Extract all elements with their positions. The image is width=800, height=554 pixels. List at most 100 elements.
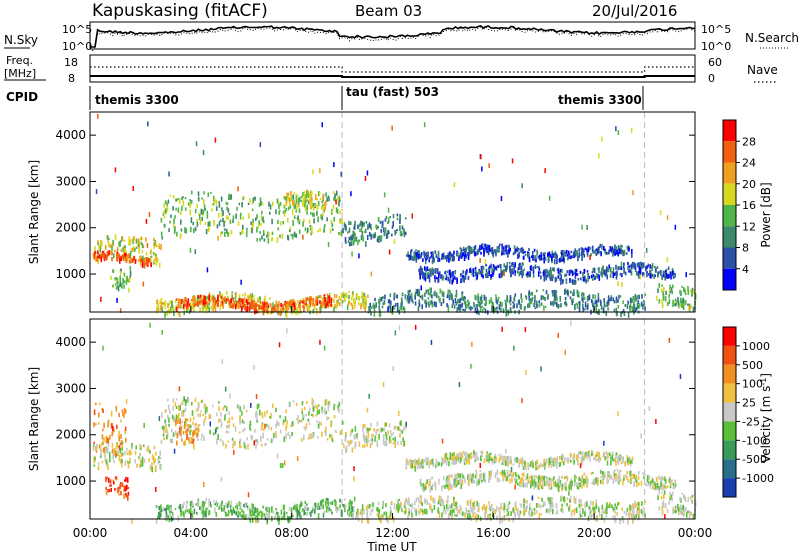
power-cell [425,302,427,308]
power-cell [622,300,624,304]
velocity-cell [186,424,189,427]
power-cell [283,205,286,209]
velocity-cell [623,477,625,481]
power-cell [112,269,114,273]
power-cell [623,267,625,274]
velocity-cell [260,424,263,431]
velocity-cell [176,432,179,439]
velocity-cell [113,448,115,454]
power-cell [263,306,265,312]
velocity-cell [546,483,549,487]
power-cell [445,274,448,280]
power-cell [291,304,294,311]
power-cell [434,290,436,297]
power-cell [401,233,403,237]
velocity-cell [329,434,331,438]
velocity-cell [157,516,159,520]
power-cell [353,303,356,306]
velocity-cell [553,484,555,487]
power-cell [377,217,380,222]
velocity-cell [254,517,256,520]
velocity-cell [265,509,268,516]
power-cell [95,256,97,262]
power-cell [684,288,686,293]
colorbar-tick-label: 8 [742,242,749,255]
velocity-cell [507,473,510,478]
power-cell [173,218,175,224]
power-cell [506,295,508,301]
velocity-cell [446,460,448,466]
power-cell [183,311,185,316]
velocity-cell [311,508,314,512]
power-cell [552,274,554,279]
power-cell [99,246,102,253]
power-cell [239,299,241,306]
velocity-cell [392,442,395,445]
velocity-cell [541,483,544,490]
power-cell [399,225,401,231]
power-cell [248,213,250,219]
velocity-cell [246,508,249,511]
velocity-cell [474,456,477,461]
velocity-cell [581,476,584,483]
power-cell [414,291,417,297]
power-cell [578,306,581,313]
velocity-cell [287,516,290,523]
power-cell [247,202,250,205]
power-speck [119,308,122,313]
velocity-cell [121,441,124,444]
velocity-cell [181,504,184,510]
power-cell [504,299,507,302]
power-cell [672,299,674,303]
power-cell [399,219,401,225]
power-cell [184,227,186,233]
velocity-cell [485,457,487,460]
velocity-cell [344,506,346,513]
power-cell [381,225,383,228]
velocity-cell [306,503,308,506]
power-cell [381,222,384,226]
velocity-cell [335,430,337,433]
power-cell [234,296,237,300]
velocity-cell [303,509,306,516]
velocity-cell [237,510,240,515]
velocity-cell [494,459,497,463]
velocity-cell [257,403,260,409]
velocity-cell [148,458,150,462]
power-cell [160,298,163,303]
velocity-cell [311,397,314,404]
power-cell [542,296,545,300]
velocity-cell [410,509,413,514]
power-cell [390,308,393,314]
velocity-cell [256,404,259,410]
power-cell [101,250,104,254]
power-cell [462,270,464,274]
power-cell [495,251,497,257]
velocity-cell [515,457,518,461]
power-cell [557,304,560,309]
velocity-cell [170,438,172,444]
velocity-cell [249,509,251,514]
power-cell [469,305,472,311]
power-cell [461,294,464,300]
velocity-cell [197,498,199,501]
velocity-cell [457,456,460,460]
power-cell [120,255,122,261]
velocity-cell [536,465,539,470]
y-tick-label: 4000 [55,128,86,142]
velocity-cell [195,423,197,426]
power-cell [129,250,132,255]
velocity-cell [555,461,557,467]
power-cell [106,235,109,240]
power-cell [438,272,440,278]
velocity-cell [607,478,610,483]
power-cell [496,300,498,305]
power-cell [294,203,297,209]
velocity-cell [451,456,453,461]
velocity-cell [265,506,268,510]
power-cell [308,200,310,205]
power-cell [158,245,161,249]
power-cell [324,303,326,309]
power-cell [276,198,279,204]
power-cell [124,252,126,257]
